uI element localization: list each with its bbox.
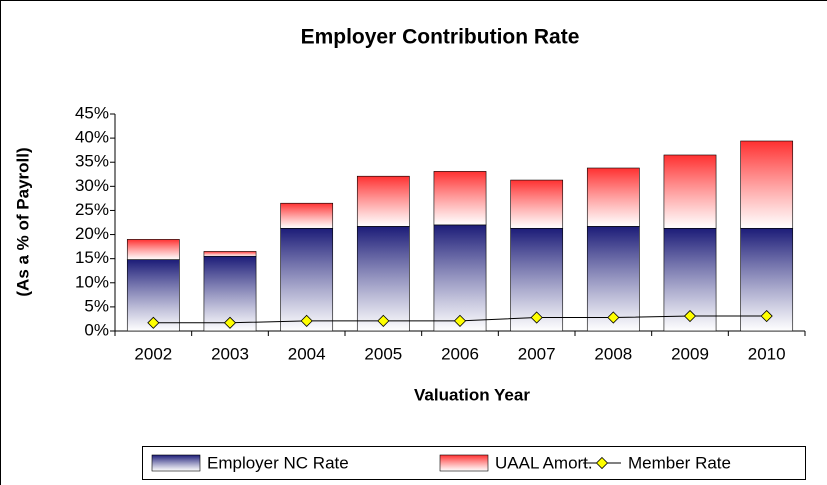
bar-segment — [203, 251, 257, 257]
bar-segment — [510, 179, 564, 229]
x-tick-label: 2008 — [594, 344, 632, 363]
bar-segment — [126, 239, 180, 260]
marker — [530, 311, 543, 324]
legend-label: UAAL Amort. — [495, 453, 593, 472]
bar-segment — [356, 175, 410, 227]
legend-swatch — [439, 454, 489, 472]
bar-segment — [126, 259, 180, 332]
y-tick-label: 10% — [75, 272, 109, 291]
x-tick-label: 2010 — [748, 344, 786, 363]
x-tick-label: 2006 — [441, 344, 479, 363]
y-tick-label: 45% — [75, 103, 109, 122]
bar-segment — [433, 224, 487, 332]
legend-label: Member Rate — [628, 453, 731, 472]
x-tick-label: 2005 — [364, 344, 402, 363]
bar-segment — [586, 167, 640, 227]
marker — [607, 311, 620, 324]
y-tick-label: 30% — [75, 176, 109, 195]
marker — [683, 309, 697, 323]
legend-swatch — [151, 454, 201, 472]
bar-segment — [663, 154, 717, 229]
y-tick-label: 40% — [75, 128, 109, 147]
bar-segment — [586, 226, 640, 332]
y-tick-label: 35% — [75, 152, 109, 171]
marker — [223, 316, 237, 329]
x-axis-title: Valuation Year — [414, 385, 530, 404]
bar-segment — [433, 171, 487, 226]
marker — [453, 314, 467, 327]
bar-segment — [740, 140, 794, 229]
marker — [760, 309, 773, 323]
marker — [377, 314, 390, 327]
x-tick-label: 2004 — [288, 344, 326, 363]
x-tick-label: 2003 — [211, 344, 249, 363]
y-tick-label: 25% — [75, 200, 109, 219]
y-tick-label: 15% — [75, 248, 109, 267]
x-tick-label: 2007 — [518, 344, 556, 363]
x-tick-label: 2009 — [671, 344, 709, 363]
x-tick-label: 2002 — [134, 344, 172, 363]
legend-label: Employer NC Rate — [207, 453, 349, 472]
y-axis-title: (As a % of Payroll) — [13, 147, 32, 296]
bar-segment — [280, 202, 334, 229]
chart-title: Employer Contribution Rate — [301, 26, 580, 49]
marker — [300, 314, 313, 327]
marker — [147, 316, 160, 329]
y-tick-label: 20% — [75, 224, 109, 243]
bar-segment — [280, 227, 334, 332]
y-tick-label: 0% — [84, 320, 109, 339]
y-tick-label: 5% — [84, 296, 109, 315]
legend-swatch — [595, 456, 609, 470]
